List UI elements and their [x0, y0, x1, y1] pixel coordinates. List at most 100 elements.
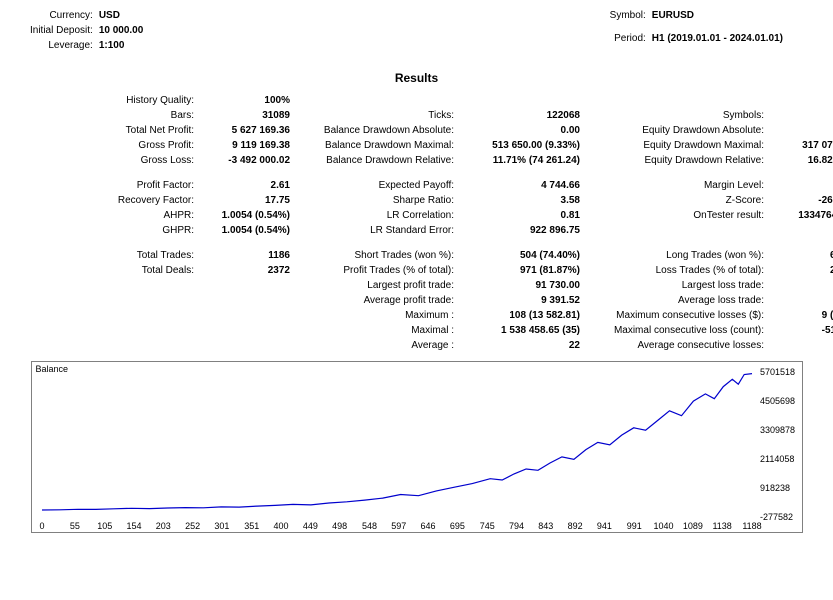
stat-label: Symbols: — [580, 110, 770, 121]
stat-value: 11.71% (74 261.24) — [460, 155, 580, 166]
x-tick-label: 745 — [479, 521, 494, 531]
stat-value: -513 650.00 (9) — [770, 325, 833, 336]
stat-value: 9 391.52 — [460, 295, 580, 306]
stat-value — [200, 340, 290, 351]
x-tick-label: 301 — [214, 521, 229, 531]
stat-value: 682 (87.39%) — [770, 250, 833, 261]
x-tick-label: 941 — [596, 521, 611, 531]
stat-label: AHPR: — [30, 210, 200, 221]
y-tick-label: 4505698 — [760, 396, 795, 406]
stat-value: 215 (18.13%) — [770, 265, 833, 276]
stat-value — [200, 325, 290, 336]
stats-spacer — [30, 240, 833, 246]
stat-label: Short Trades (won %): — [290, 250, 460, 261]
stat-label: Recovery Factor: — [30, 195, 200, 206]
stat-value: -26.00 (99.74%) — [770, 195, 833, 206]
stat-label: Gross Profit: — [30, 140, 200, 151]
period-label: Period: — [610, 33, 646, 52]
x-tick-label: 892 — [567, 521, 582, 531]
stat-label: Total Net Profit: — [30, 125, 200, 136]
x-tick-label: 1040 — [653, 521, 673, 531]
x-tick-label: 1138 — [712, 521, 731, 531]
stat-value: 9 (-513 650.00) — [770, 310, 833, 321]
stat-label: GHPR: — [30, 225, 200, 236]
stat-label: Maximal : — [290, 325, 460, 336]
y-tick-label: 3309878 — [760, 425, 795, 435]
stats-spacer — [30, 170, 833, 176]
stat-label — [30, 295, 200, 306]
stat-value: 31089 — [200, 110, 290, 121]
stat-label: Equity Drawdown Relative: — [580, 155, 770, 166]
stat-value: 578.45% — [770, 180, 833, 191]
stat-label — [30, 340, 200, 351]
stat-value: 17.75 — [200, 195, 290, 206]
stat-value: 16.82% (7 106.31) — [770, 155, 833, 166]
stat-value: 9 119 169.38 — [200, 140, 290, 151]
stat-label: Equity Drawdown Maximal: — [580, 140, 770, 151]
stat-label — [30, 280, 200, 291]
balance-line — [42, 374, 752, 510]
x-tick-label: 498 — [332, 521, 347, 531]
stat-value: 504 (74.40%) — [460, 250, 580, 261]
stat-value: 1 — [770, 110, 833, 121]
symbol-value: EURUSD — [652, 10, 783, 29]
stat-label: OnTester result: — [580, 210, 770, 221]
report-page: Currency: USD Initial Deposit: 10 000.00… — [0, 0, 833, 600]
y-tick-label: 2114058 — [760, 454, 794, 464]
stat-value: -16 241.86 — [770, 295, 833, 306]
stat-value — [770, 95, 833, 106]
stat-value: 0.81 — [460, 210, 580, 221]
top-meta-row: Currency: USD Initial Deposit: 10 000.00… — [30, 10, 803, 51]
stat-label: LR Standard Error: — [290, 225, 460, 236]
stat-label: Average : — [290, 340, 460, 351]
stat-value — [200, 280, 290, 291]
stat-label: Loss Trades (% of total): — [580, 265, 770, 276]
stat-value: 5 — [770, 340, 833, 351]
stat-value: 2372 — [200, 265, 290, 276]
stats-grid: History Quality:100%Bars:31089Ticks:1220… — [30, 95, 810, 351]
meta-left: Currency: USD Initial Deposit: 10 000.00… — [30, 10, 143, 51]
stat-value: 2.61 — [200, 180, 290, 191]
x-tick-label: 991 — [626, 521, 641, 531]
stat-value: 1.0054 (0.54%) — [200, 225, 290, 236]
stat-label — [290, 95, 460, 106]
stat-label: LR Correlation: — [290, 210, 460, 221]
deposit-label: Initial Deposit: — [30, 25, 93, 36]
stat-label: Profit Factor: — [30, 180, 200, 191]
stat-value: 317 070.00 (5.96%) — [770, 140, 833, 151]
stat-label: Largest profit trade: — [290, 280, 460, 291]
x-tick-label: 55 — [69, 521, 79, 531]
stat-label: Bars: — [30, 110, 200, 121]
stat-value: 13347645721.92001 — [770, 210, 833, 221]
stat-label: Largest loss trade: — [580, 280, 770, 291]
stat-value: 922 896.75 — [460, 225, 580, 236]
x-tick-label: 400 — [273, 521, 288, 531]
stat-value: 108 (13 582.81) — [460, 310, 580, 321]
period-value: H1 (2019.01.01 - 2024.01.01) — [652, 33, 783, 52]
leverage-label: Leverage: — [30, 40, 93, 51]
stat-label: Maximum : — [290, 310, 460, 321]
stat-label — [30, 310, 200, 321]
stat-label: Balance Drawdown Absolute: — [290, 125, 460, 136]
stat-label: Equity Drawdown Absolute: — [580, 125, 770, 136]
x-tick-label: 597 — [391, 521, 406, 531]
stat-value: -3 492 000.02 — [200, 155, 290, 166]
x-tick-label: 794 — [509, 521, 524, 531]
stat-value: -86 950.00 — [770, 280, 833, 291]
stat-label: Average profit trade: — [290, 295, 460, 306]
x-tick-label: 695 — [449, 521, 464, 531]
stat-label: Maximal consecutive loss (count): — [580, 325, 770, 336]
stat-label: Long Trades (won %): — [580, 250, 770, 261]
x-tick-label: 1188 — [742, 521, 761, 531]
y-tick-label: -277582 — [760, 512, 793, 522]
stat-label: History Quality: — [30, 95, 200, 106]
currency-value: USD — [99, 10, 144, 21]
x-tick-label: 843 — [538, 521, 553, 531]
stat-label: Total Trades: — [30, 250, 200, 261]
stat-label — [30, 325, 200, 336]
x-tick-label: 351 — [244, 521, 259, 531]
stat-label: Ticks: — [290, 110, 460, 121]
x-tick-label: 646 — [420, 521, 435, 531]
stat-value: 122068 — [460, 110, 580, 121]
stat-value: 1186 — [200, 250, 290, 261]
